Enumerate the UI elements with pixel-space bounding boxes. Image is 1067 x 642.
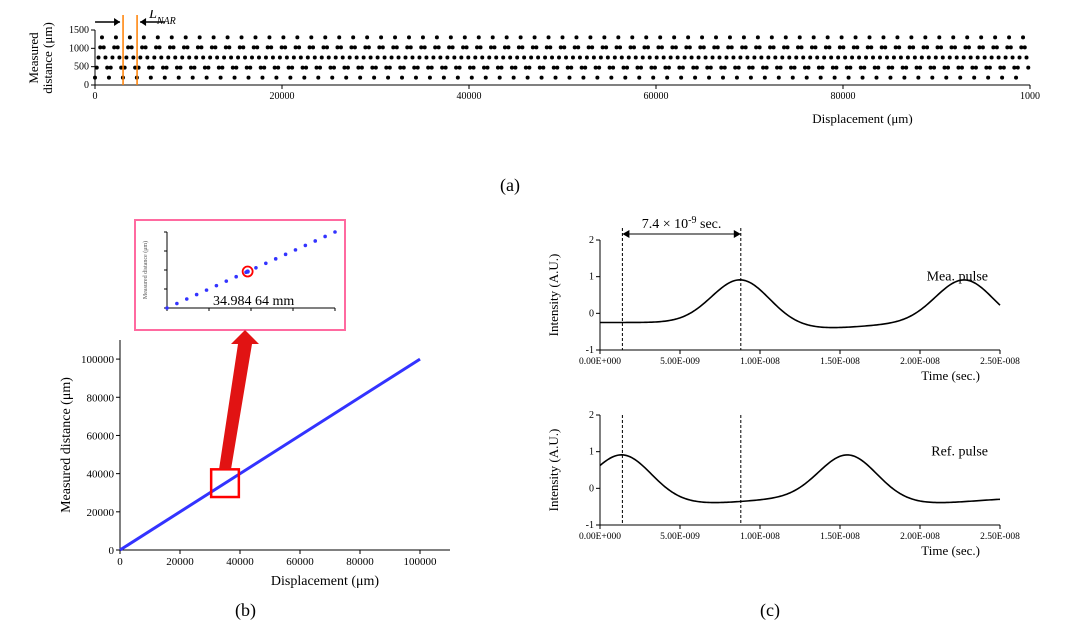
svg-text:40000: 40000	[457, 91, 482, 102]
panel-c-svg: -1 0 1 2 0.00E+000 5.00E-009 1.00E-008 1.50E-00…	[530, 210, 1030, 590]
svg-text:60000: 60000	[286, 556, 314, 568]
svg-text:Displacement (μm): Displacement (μm)	[271, 574, 380, 589]
svg-text:2.00E-008: 2.00E-008	[900, 357, 940, 367]
svg-text:60000: 60000	[87, 430, 115, 442]
svg-text:20000: 20000	[166, 556, 194, 568]
svg-text:5.00E-009: 5.00E-009	[660, 532, 700, 542]
svg-text:0.00E+000: 0.00E+000	[579, 532, 621, 542]
svg-text:0.00E+000: 0.00E+000	[579, 357, 621, 367]
svg-text:Time (sec.): Time (sec.)	[921, 543, 980, 558]
svg-text:-1: -1	[586, 520, 594, 531]
svg-text:80000: 80000	[831, 91, 856, 102]
svg-text:Measureddistance (μm): Measureddistance (μm)	[26, 22, 55, 94]
svg-text:Measured distance (μm): Measured distance (μm)	[59, 377, 74, 513]
svg-text:1: 1	[589, 272, 594, 283]
svg-text:Measured distance (μm): Measured distance (μm)	[142, 241, 149, 299]
svg-text:0: 0	[84, 80, 89, 91]
svg-text:20000: 20000	[270, 91, 295, 102]
svg-text:Displacement (μm): Displacement (μm)	[812, 111, 912, 126]
svg-text:5.00E-009: 5.00E-009	[660, 357, 700, 367]
svg-text:1500: 1500	[69, 25, 89, 36]
svg-text:1.00E-008: 1.00E-008	[740, 532, 780, 542]
panel-b: 00 20000 20000 40000 40000 60000 60000 80000 800…	[40, 210, 480, 590]
panel-a: 0 500 1000 1500 0 20000 40000 60000 80000 1000 Mea…	[20, 10, 1040, 160]
panel-a-svg: 0 500 1000 1500 0 20000 40000 60000 80000 1000 Mea…	[20, 10, 1040, 160]
svg-text:100000: 100000	[81, 354, 115, 366]
panel-c: -1 0 1 2 0.00E+000 5.00E-009 1.00E-008 1.50E-00…	[530, 210, 1030, 590]
svg-text:Intensity (A.U.): Intensity (A.U.)	[546, 254, 561, 337]
svg-text:-1: -1	[586, 345, 594, 356]
svg-text:0: 0	[117, 556, 123, 568]
svg-text:80000: 80000	[346, 556, 374, 568]
panel-b-label: (b)	[235, 600, 256, 621]
svg-text:500: 500	[74, 62, 89, 73]
svg-text:7.4 × 10-9 sec.: 7.4 × 10-9 sec.	[642, 215, 722, 233]
svg-text:Intensity (A.U.): Intensity (A.U.)	[546, 429, 561, 512]
svg-text:1.00E-008: 1.00E-008	[740, 357, 780, 367]
svg-text:1.50E-008: 1.50E-008	[820, 532, 860, 542]
svg-text:0: 0	[109, 545, 115, 557]
svg-text:34.984 64 mm: 34.984 64 mm	[213, 294, 294, 309]
svg-text:1.50E-008: 1.50E-008	[820, 357, 860, 367]
svg-text:2.00E-008: 2.00E-008	[900, 532, 940, 542]
panel-a-label: (a)	[500, 175, 520, 196]
svg-text:1000: 1000	[69, 43, 89, 54]
svg-text:2: 2	[589, 410, 594, 421]
panel-c-label: (c)	[760, 600, 780, 621]
svg-text:40000: 40000	[87, 469, 115, 481]
svg-text:0: 0	[589, 483, 594, 494]
svg-text:Time (sec.): Time (sec.)	[921, 368, 980, 383]
svg-text:1000: 1000	[1020, 91, 1040, 102]
svg-text:Mea. pulse: Mea. pulse	[927, 269, 988, 284]
svg-text:0: 0	[589, 308, 594, 319]
svg-text:80000: 80000	[87, 392, 115, 404]
svg-text:1: 1	[589, 447, 594, 458]
svg-text:0: 0	[93, 91, 98, 102]
svg-text:20000: 20000	[87, 507, 115, 519]
svg-text:2.50E-008: 2.50E-008	[980, 532, 1020, 542]
panel-b-svg: 00 20000 20000 40000 40000 60000 60000 80000 800…	[40, 210, 480, 590]
svg-text:Ref. pulse: Ref. pulse	[931, 444, 988, 459]
svg-text:LNAR: LNAR	[148, 10, 176, 27]
svg-text:100000: 100000	[404, 556, 438, 568]
svg-text:2: 2	[589, 235, 594, 246]
svg-text:2.50E-008: 2.50E-008	[980, 357, 1020, 367]
svg-text:40000: 40000	[226, 556, 254, 568]
svg-text:60000: 60000	[644, 91, 669, 102]
